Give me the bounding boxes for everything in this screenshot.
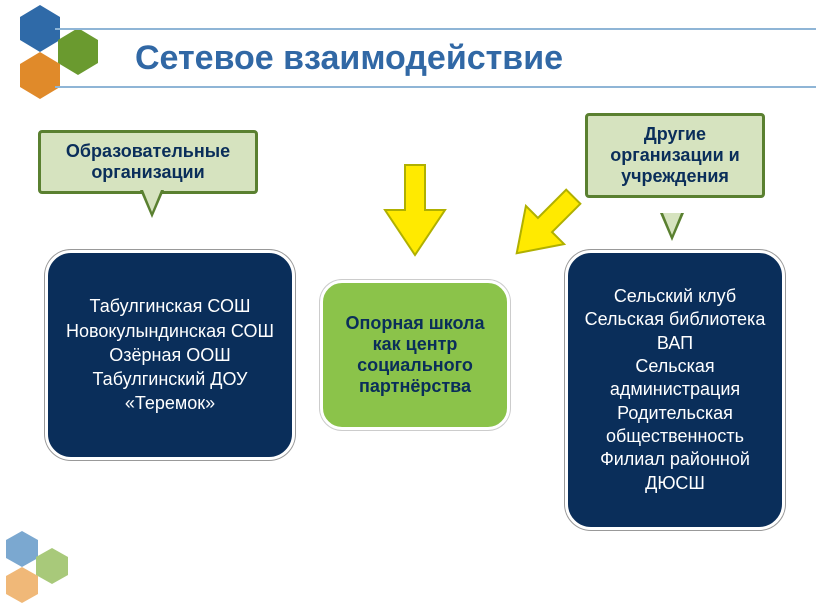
callout-other-orgs: Другие организации и учреждения xyxy=(585,113,765,198)
callout-right-tail xyxy=(660,213,684,241)
center-text: Опорная школа как центр социального парт… xyxy=(333,313,497,397)
left-orgs-list: Табулгинская СОШНовокулындинская СОШОзёр… xyxy=(62,294,278,415)
left-orgs-box: Табулгинская СОШНовокулындинская СОШОзёр… xyxy=(45,250,295,460)
title-bar: Сетевое взаимодействие xyxy=(55,28,816,88)
right-orgs-box: Сельский клубСельская библиотекаВАПСельс… xyxy=(565,250,785,530)
callout-left-tail xyxy=(140,190,164,218)
arrow-down xyxy=(380,160,450,260)
hex-decoration-bottom xyxy=(0,523,100,613)
center-box: Опорная школа как центр социального парт… xyxy=(320,280,510,430)
right-orgs-list: Сельский клубСельская библиотекаВАПСельс… xyxy=(582,285,768,496)
callout-educational-orgs: Образовательные организации xyxy=(38,130,258,194)
callout-left-text: Образовательные организации xyxy=(66,141,230,182)
callout-right-text: Другие организации и учреждения xyxy=(610,124,739,186)
page-title: Сетевое взаимодействие xyxy=(135,39,563,78)
